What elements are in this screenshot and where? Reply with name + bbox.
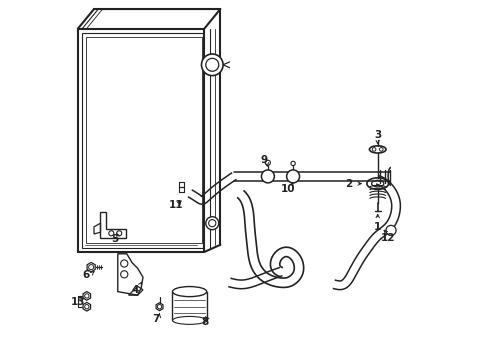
Circle shape [261, 170, 274, 183]
Circle shape [208, 220, 215, 227]
Text: 10: 10 [280, 184, 294, 194]
Text: 1: 1 [373, 222, 381, 232]
Circle shape [84, 294, 89, 298]
Bar [172, 292, 206, 320]
Text: 6: 6 [82, 270, 89, 280]
Ellipse shape [368, 146, 385, 153]
Circle shape [265, 160, 270, 165]
Circle shape [385, 225, 395, 235]
Circle shape [205, 58, 218, 71]
Circle shape [379, 148, 382, 151]
Ellipse shape [366, 178, 387, 189]
Circle shape [290, 161, 295, 166]
Text: 9: 9 [260, 155, 267, 165]
Text: 12: 12 [381, 233, 395, 243]
Circle shape [121, 260, 127, 267]
Circle shape [88, 265, 94, 270]
Circle shape [121, 271, 127, 278]
Text: 5: 5 [111, 234, 118, 244]
Ellipse shape [172, 316, 206, 324]
Text: 11: 11 [168, 200, 183, 210]
Text: 8: 8 [201, 317, 208, 327]
Text: 4: 4 [131, 285, 138, 295]
Ellipse shape [172, 287, 206, 297]
Circle shape [84, 305, 89, 309]
Circle shape [205, 217, 218, 230]
Circle shape [201, 54, 223, 76]
Ellipse shape [371, 180, 383, 187]
Text: 7: 7 [152, 314, 160, 324]
Circle shape [157, 305, 162, 309]
Circle shape [286, 170, 299, 183]
Text: 13: 13 [71, 297, 85, 307]
Circle shape [117, 231, 122, 236]
Text: 3: 3 [373, 130, 381, 140]
Circle shape [371, 148, 375, 151]
Text: 2: 2 [345, 179, 352, 189]
Circle shape [108, 231, 114, 236]
